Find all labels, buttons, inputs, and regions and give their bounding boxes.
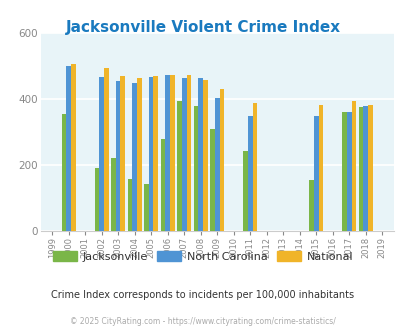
Bar — [367, 105, 372, 231]
Legend: Jacksonville, North Carolina, National: Jacksonville, North Carolina, National — [48, 247, 357, 267]
Bar — [160, 139, 165, 231]
Bar — [309, 180, 313, 231]
Bar — [198, 78, 202, 231]
Text: Jacksonville Violent Crime Index: Jacksonville Violent Crime Index — [65, 20, 340, 35]
Bar — [149, 77, 153, 231]
Bar — [115, 81, 120, 231]
Bar — [202, 80, 207, 231]
Bar — [193, 106, 198, 231]
Bar — [181, 78, 186, 231]
Bar — [120, 76, 125, 231]
Bar — [362, 106, 367, 231]
Bar — [165, 75, 170, 231]
Bar — [128, 179, 132, 231]
Bar — [252, 103, 256, 231]
Bar — [313, 116, 318, 231]
Bar — [66, 66, 71, 231]
Text: © 2025 CityRating.com - https://www.cityrating.com/crime-statistics/: © 2025 CityRating.com - https://www.city… — [70, 317, 335, 326]
Bar — [358, 107, 362, 231]
Bar — [144, 184, 149, 231]
Bar — [111, 158, 115, 231]
Bar — [243, 151, 247, 231]
Bar — [214, 98, 219, 231]
Bar — [346, 112, 351, 231]
Bar — [247, 115, 252, 231]
Bar — [177, 101, 181, 231]
Bar — [170, 75, 174, 231]
Bar — [94, 168, 99, 231]
Bar — [210, 129, 214, 231]
Bar — [104, 68, 108, 231]
Bar — [153, 76, 158, 231]
Bar — [341, 112, 346, 231]
Bar — [99, 77, 104, 231]
Text: Crime Index corresponds to incidents per 100,000 inhabitants: Crime Index corresponds to incidents per… — [51, 290, 354, 300]
Bar — [62, 114, 66, 231]
Bar — [186, 75, 191, 231]
Bar — [71, 64, 75, 231]
Bar — [351, 101, 355, 231]
Bar — [136, 78, 141, 231]
Bar — [219, 89, 224, 231]
Bar — [132, 82, 136, 231]
Bar — [318, 105, 322, 231]
